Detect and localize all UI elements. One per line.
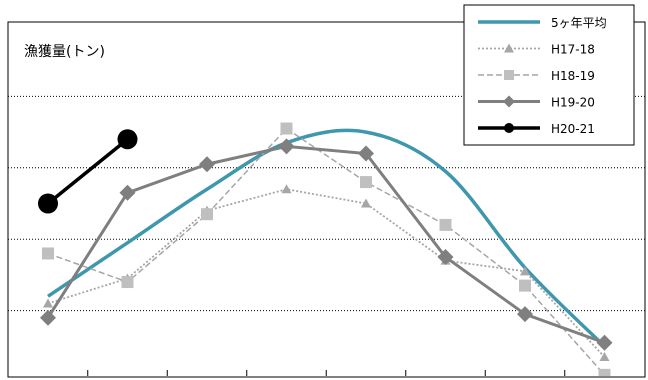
series-line	[47, 127, 606, 376]
data-point	[519, 279, 531, 292]
legend-marker	[504, 70, 514, 80]
x-axis-ticks	[87, 370, 566, 376]
gridlines	[8, 95, 645, 312]
legend-label: H20-21	[551, 122, 595, 136]
data-point	[119, 184, 136, 201]
data-point	[439, 218, 452, 231]
data-point	[437, 249, 454, 266]
series-line	[47, 128, 606, 348]
series-group	[38, 122, 613, 376]
data-point	[596, 334, 613, 351]
legend-marker	[503, 95, 515, 108]
data-point	[38, 193, 58, 214]
data-point	[43, 298, 53, 308]
data-point	[201, 208, 213, 221]
data-point	[517, 306, 533, 323]
data-point	[40, 309, 56, 326]
data-point	[361, 198, 371, 208]
series-line	[46, 144, 606, 345]
data-point	[599, 352, 610, 362]
data-point	[358, 145, 374, 162]
data-point	[360, 176, 372, 189]
data-point	[199, 156, 215, 173]
series-line	[46, 137, 129, 205]
legend: 5ヶ年平均 H17-18 H18-19 H19-20 H20-21	[463, 4, 635, 146]
legend-label: H17-18	[551, 43, 595, 57]
series-line	[47, 188, 606, 358]
data-point	[42, 247, 54, 260]
y-axis-label: 漁獲量(トン)	[24, 44, 105, 60]
data-point	[280, 122, 293, 135]
legend-marker	[504, 43, 514, 53]
data-point	[121, 276, 134, 289]
data-point	[278, 138, 295, 155]
data-point	[117, 129, 138, 150]
data-point	[520, 266, 530, 276]
data-point	[598, 368, 611, 376]
legend-marker	[504, 123, 514, 133]
legend-label: H19-20	[551, 96, 595, 110]
data-point	[281, 184, 292, 194]
legend-label: H18-19	[551, 69, 595, 83]
legend-label: 5ヶ年平均	[551, 16, 607, 30]
